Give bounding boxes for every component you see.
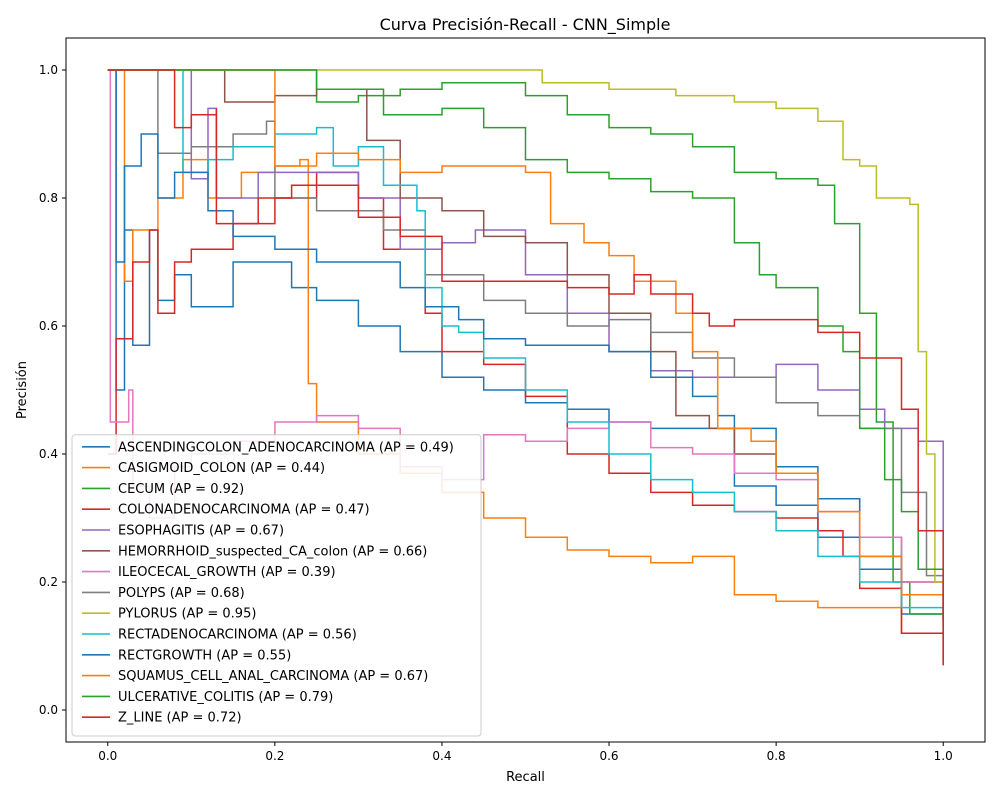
x-tick-label: 0.4 xyxy=(432,749,451,763)
y-axis-ticks: 0.0 0.2 0.4 0.6 0.8 1.0 xyxy=(39,63,66,717)
legend-entry: ILEOCECAL_GROWTH (AP = 0.39) xyxy=(118,565,336,580)
legend-entry: COLONADENOCARCINOMA (AP = 0.47) xyxy=(118,503,370,518)
legend-entry: SQUAMUS_CELL_ANAL_CARCINOMA (AP = 0.67) xyxy=(118,669,428,684)
y-axis-label: Precisión xyxy=(15,361,30,419)
legend-entry: CECUM (AP = 0.92) xyxy=(118,482,244,497)
legend-entry: CASIGMOID_COLON (AP = 0.44) xyxy=(118,461,325,476)
x-axis-ticks: 0.0 0.2 0.4 0.6 0.8 1.0 xyxy=(98,742,953,763)
x-tick-label: 0.0 xyxy=(98,749,117,763)
legend-entry: ULCERATIVE_COLITIS (AP = 0.79) xyxy=(118,690,333,705)
y-tick-label: 0.2 xyxy=(39,575,58,589)
legend-entry: ASCENDINGCOLON_ADENOCARCINOMA (AP = 0.49… xyxy=(118,440,454,455)
series-line-13 xyxy=(107,69,944,666)
legend-entry: HEMORRHOID_suspected_CA_colon (AP = 0.66… xyxy=(118,544,427,559)
y-tick-label: 0.0 xyxy=(39,703,58,717)
series-line-8 xyxy=(107,69,944,621)
legend-entry: ESOPHAGITIS (AP = 0.67) xyxy=(118,524,284,539)
legend-box xyxy=(71,434,482,737)
series-line-7 xyxy=(107,69,944,614)
x-tick-label: 1.0 xyxy=(934,749,953,763)
series-line-2 xyxy=(107,69,944,621)
y-tick-label: 0.8 xyxy=(39,191,58,205)
legend: ASCENDINGCOLON_ADENOCARCINOMA (AP = 0.49… xyxy=(71,434,482,737)
y-tick-label: 0.6 xyxy=(39,319,58,333)
x-tick-label: 0.8 xyxy=(767,749,786,763)
y-tick-label: 0.4 xyxy=(39,447,58,461)
legend-entry: RECTADENOCARCINOMA (AP = 0.56) xyxy=(118,628,357,643)
plot-area xyxy=(107,69,944,666)
y-tick-label: 1.0 xyxy=(39,63,58,77)
legend-entry: PYLORUS (AP = 0.95) xyxy=(118,607,256,622)
legend-entry: Z_LINE (AP = 0.72) xyxy=(118,711,242,726)
legend-entry: POLYPS (AP = 0.68) xyxy=(118,586,245,601)
series-line-3 xyxy=(107,171,944,659)
series-line-11 xyxy=(107,69,944,634)
chart-title: Curva Precisión-Recall - CNN_Simple xyxy=(380,15,671,35)
legend-entry: RECTGROWTH (AP = 0.55) xyxy=(118,648,291,663)
x-tick-label: 0.2 xyxy=(265,749,284,763)
series-line-12 xyxy=(107,69,944,666)
x-axis-label: Recall xyxy=(506,770,545,785)
x-tick-label: 0.6 xyxy=(599,749,618,763)
axes-frame xyxy=(65,37,986,743)
